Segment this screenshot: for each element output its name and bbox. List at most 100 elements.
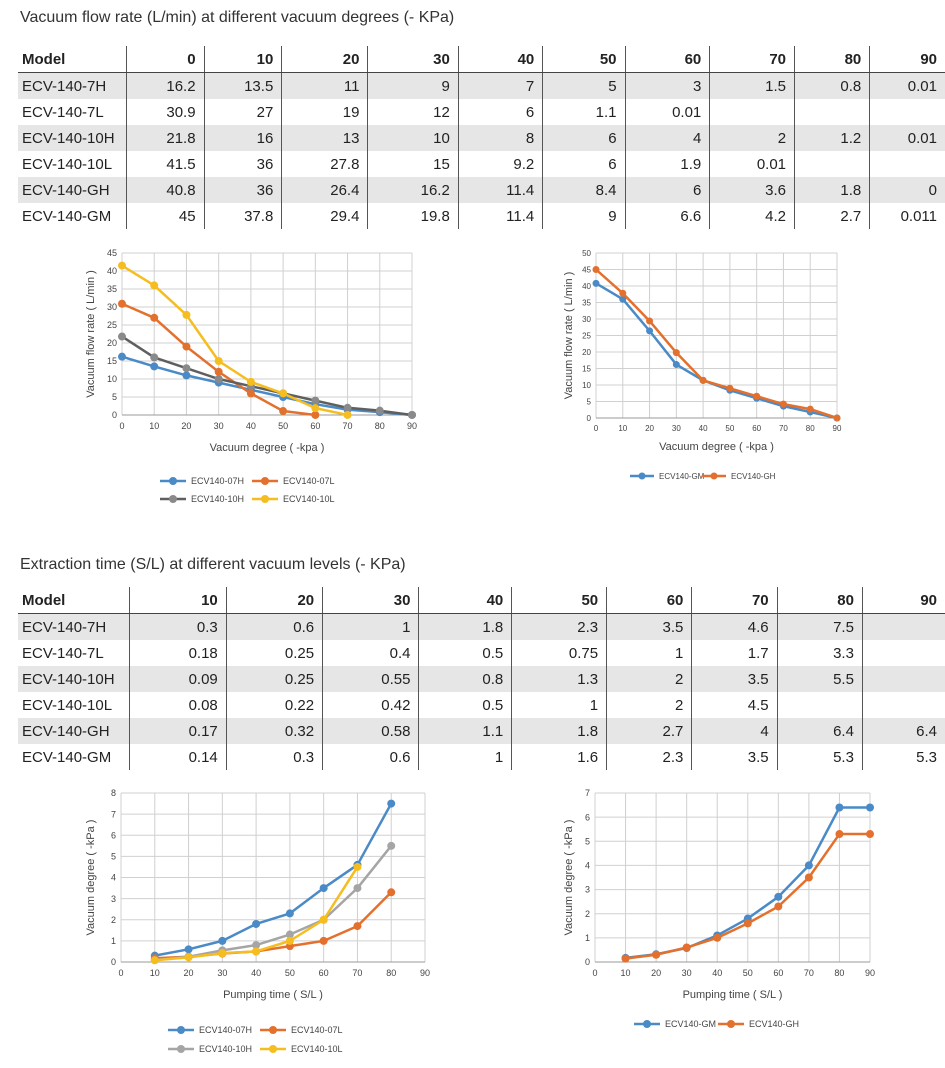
data-point (835, 803, 844, 812)
legend-label: ECV140-07L (283, 476, 335, 486)
x-axis-label: Pumping time ( S/L ) (223, 989, 323, 1001)
value-cell: 9 (542, 203, 626, 229)
data-point (184, 945, 193, 954)
data-point (682, 943, 691, 952)
y-tick-label: 0 (585, 957, 590, 967)
y-tick-label: 5 (585, 836, 590, 846)
value-cell: 37.8 (203, 203, 282, 229)
y-tick-label: 25 (107, 320, 117, 330)
y-tick-label: 20 (107, 338, 117, 348)
legend-label: ECV140-GH (731, 472, 776, 481)
data-point (182, 310, 191, 319)
series-ECV140-10H (118, 332, 416, 419)
value-cell: 0.32 (225, 718, 323, 744)
data-point (353, 884, 362, 893)
x-tick-label: 40 (699, 424, 708, 433)
y-axis-label: Vacuum flow rate ( L/min ) (85, 270, 97, 398)
value-cell (861, 613, 945, 640)
value-cell: 16.2 (125, 72, 205, 99)
value-cell: 1.1 (418, 718, 512, 744)
y-tick-label: 45 (107, 248, 117, 258)
data-point (311, 410, 320, 419)
data-point (184, 953, 193, 962)
data-point (214, 375, 223, 383)
gridlines (595, 252, 838, 419)
value-cell (776, 692, 863, 718)
model-name-cell: ECV-140-7L (22, 644, 104, 662)
value-cell: 13 (281, 125, 368, 151)
value-cell: 0.18 (129, 640, 227, 666)
value-cell: 1.8 (511, 718, 607, 744)
value-cell: 19.8 (367, 203, 459, 229)
data-point (311, 404, 320, 413)
legend-item: ECV140-07L (252, 476, 335, 486)
data-point (804, 861, 813, 870)
y-tick-label: 1 (111, 936, 116, 946)
x-axis-label: Pumping time ( S/L ) (683, 989, 783, 1001)
column-header: 30 (322, 587, 419, 614)
value-cell: 3.5 (691, 666, 778, 692)
y-tick-label: 1 (585, 933, 590, 943)
value-cell: 0.01 (869, 125, 945, 151)
x-tick-label: 70 (343, 421, 353, 431)
value-cell: 9 (367, 72, 459, 99)
model-name-cell: ECV-140-7L (22, 103, 104, 121)
column-header: 70 (709, 46, 795, 73)
y-tick-label: 3 (585, 885, 590, 895)
model-name-cell: ECV-140-10H (18, 666, 130, 692)
series-line (121, 355, 413, 417)
data-point (252, 919, 261, 928)
x-tick-label: 20 (184, 968, 194, 978)
value-cell: 7.5 (776, 613, 863, 640)
x-tick-label: 50 (743, 968, 753, 978)
table-header-row: Model 10 20 30 40 50 60 70 80 90 (18, 587, 945, 614)
value-cell: 45 (125, 203, 205, 229)
value-cell: 5.3 (861, 744, 945, 770)
data-point (150, 353, 159, 362)
data-point (774, 902, 783, 911)
data-point (285, 936, 294, 945)
value-cell: 1 (511, 692, 607, 718)
legend-marker (643, 1020, 651, 1028)
data-point (835, 830, 844, 839)
data-point (214, 367, 223, 376)
table-row: ECV-140-GH 40.8 36 26.4 16.2 11.4 8.4 6 3.6 1.8 0 (18, 177, 945, 203)
legend-label: ECV140-10H (191, 494, 244, 504)
x-tick-label: 50 (278, 421, 288, 431)
model-name-cell: ECV-140-7H (18, 613, 130, 640)
legend-marker (727, 1020, 735, 1028)
y-tick-label: 2 (585, 909, 590, 919)
legend-item: ECV140-10H (168, 1044, 252, 1054)
x-tick-label: 40 (251, 968, 261, 978)
value-cell: 6 (624, 177, 710, 203)
value-cell: 2 (606, 692, 692, 718)
legend-item: ECV140-07H (168, 1025, 252, 1035)
value-cell: 4.5 (691, 692, 778, 718)
value-cell (709, 99, 795, 125)
y-tick-label: 8 (111, 788, 116, 798)
value-cell: 26.4 (281, 177, 368, 203)
data-point (279, 389, 288, 398)
data-point (246, 389, 255, 398)
value-cell: 0.25 (225, 666, 323, 692)
model-name-cell: ECV-140-GM (22, 207, 112, 225)
data-point (592, 266, 600, 273)
data-point (343, 403, 352, 412)
flow-rate-section-title: Vacuum flow rate (L/min) at different va… (20, 9, 455, 26)
y-tick-label: 45 (582, 265, 591, 274)
x-tick-label: 10 (621, 968, 631, 978)
y-tick-label: 15 (582, 364, 591, 373)
legend-marker (710, 472, 718, 480)
data-point (387, 888, 396, 897)
data-point (182, 364, 191, 373)
data-point (672, 349, 680, 357)
value-cell: 0.3 (129, 613, 227, 640)
x-tick-label: 40 (712, 968, 722, 978)
column-header: 50 (542, 46, 626, 73)
value-cell: 1.1 (542, 99, 626, 125)
value-cell: 1 (418, 744, 512, 770)
value-cell: 4.6 (691, 613, 778, 640)
data-point (866, 830, 874, 839)
table-row: ECV-140-10L 41.5 36 27.8 15 9.2 6 1.9 0.01 (18, 151, 945, 177)
x-tick-label: 90 (865, 968, 875, 978)
